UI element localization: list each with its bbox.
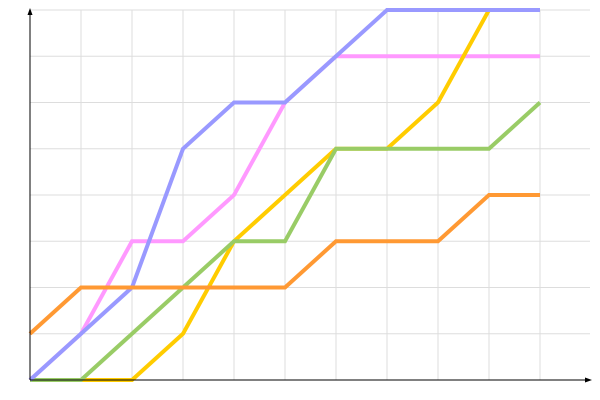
series-line-5 [28,193,540,336]
series-line-3 [30,101,542,382]
series-group [28,8,542,382]
series-line-4 [28,8,540,382]
x-axis-arrow [585,377,592,383]
axes [27,8,592,383]
y-axis-arrow [27,8,33,15]
